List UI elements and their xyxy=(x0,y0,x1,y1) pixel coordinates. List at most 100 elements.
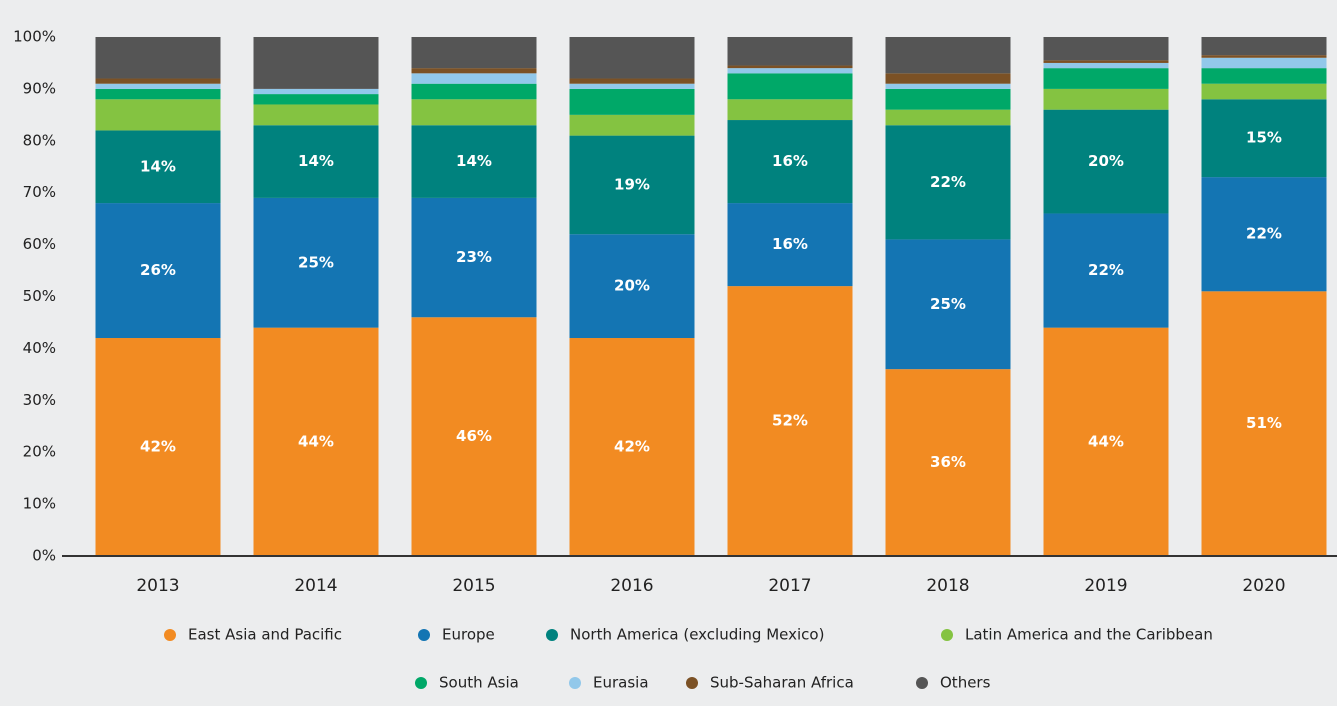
data-label: 26% xyxy=(140,261,176,279)
bar-segment xyxy=(569,78,695,84)
bar-segment xyxy=(95,99,221,131)
y-tick-label: 90% xyxy=(23,79,56,97)
y-tick-label: 0% xyxy=(32,547,56,565)
legend-marker xyxy=(916,677,928,689)
legend-label: East Asia and Pacific xyxy=(188,626,342,644)
data-label: 16% xyxy=(772,235,808,253)
data-label: 22% xyxy=(1246,225,1282,243)
legend-marker xyxy=(941,629,953,641)
bar-segment xyxy=(1201,177,1327,292)
legend-marker xyxy=(569,677,581,689)
x-tick-label: 2018 xyxy=(926,576,969,596)
bar-segment xyxy=(95,88,221,100)
bar-segment xyxy=(1201,99,1327,178)
y-tick-label: 20% xyxy=(23,443,56,461)
bar-segment xyxy=(95,203,221,339)
data-label: 19% xyxy=(614,175,650,193)
y-tick-label: 60% xyxy=(23,235,56,253)
bar-segment xyxy=(253,327,379,556)
x-tick-label: 2016 xyxy=(610,576,653,596)
bar-segment xyxy=(1043,327,1169,556)
data-label: 15% xyxy=(1246,129,1282,147)
bar-segment xyxy=(885,109,1011,126)
bar-segment xyxy=(1201,291,1327,556)
data-label: 22% xyxy=(930,173,966,191)
bar-segment xyxy=(95,78,221,84)
y-tick-label: 30% xyxy=(23,391,56,409)
x-tick-label: 2020 xyxy=(1242,576,1285,596)
x-tick-label: 2019 xyxy=(1084,576,1127,596)
data-label: 51% xyxy=(1246,414,1282,432)
x-tick-label: 2017 xyxy=(768,576,811,596)
legend-marker xyxy=(686,677,698,689)
bar-segment xyxy=(569,114,695,136)
legend-label: Others xyxy=(940,674,991,692)
bar-segment xyxy=(569,83,695,89)
y-tick-label: 80% xyxy=(23,131,56,149)
data-label: 22% xyxy=(1088,261,1124,279)
bar-segment xyxy=(727,99,853,121)
data-label: 20% xyxy=(1088,152,1124,170)
bar-segment xyxy=(95,338,221,556)
y-tick-label: 40% xyxy=(23,339,56,357)
data-label: 36% xyxy=(930,453,966,471)
bar-segment xyxy=(411,99,537,126)
legend-label: North America (excluding Mexico) xyxy=(570,626,824,644)
bar-segment xyxy=(1201,55,1327,58)
legend-label: South Asia xyxy=(439,674,519,692)
bar-segment xyxy=(885,125,1011,240)
data-label: 46% xyxy=(456,427,492,445)
bar-segment xyxy=(411,317,537,556)
y-tick-label: 100% xyxy=(13,28,56,46)
data-label: 14% xyxy=(140,157,176,175)
bar-segment xyxy=(411,197,537,318)
legend-label: Eurasia xyxy=(593,674,649,692)
x-tick-label: 2015 xyxy=(452,576,495,596)
y-tick-label: 10% xyxy=(23,495,56,513)
data-label: 25% xyxy=(930,295,966,313)
y-tick-label: 70% xyxy=(23,183,56,201)
bar-segment xyxy=(569,37,695,79)
bar-segment xyxy=(569,88,695,115)
bar-segment xyxy=(411,125,537,198)
data-label: 42% xyxy=(140,438,176,456)
bar-segment xyxy=(253,94,379,105)
bar-segment xyxy=(253,37,379,89)
bar-segment xyxy=(1043,62,1169,69)
bar-segment xyxy=(411,68,537,74)
bar-segment xyxy=(253,104,379,126)
bar-segment xyxy=(411,83,537,100)
bar-segment xyxy=(1201,37,1327,56)
data-label: 52% xyxy=(772,412,808,430)
data-label: 20% xyxy=(614,277,650,295)
bar-segment xyxy=(569,135,695,235)
x-tick-label: 2013 xyxy=(136,576,179,596)
bar-segment xyxy=(727,286,853,556)
bar-segment xyxy=(1043,68,1169,89)
data-label: 23% xyxy=(456,248,492,266)
bar-segment xyxy=(1043,60,1169,63)
bar-segment xyxy=(885,73,1011,84)
bar-segment xyxy=(727,73,853,100)
bar-segment xyxy=(569,338,695,556)
bar-segment xyxy=(885,83,1011,89)
data-label: 25% xyxy=(298,253,334,271)
bar-segment xyxy=(95,83,221,89)
bar-segment xyxy=(885,37,1011,74)
bar-segment xyxy=(1201,57,1327,69)
data-label: 42% xyxy=(614,438,650,456)
legend-marker xyxy=(546,629,558,641)
legend-label: Europe xyxy=(442,626,495,644)
bar-segment xyxy=(411,73,537,84)
bar-segment xyxy=(885,369,1011,556)
bar-segment xyxy=(1043,88,1169,110)
bar-segment xyxy=(1043,109,1169,214)
bar-segment xyxy=(727,68,853,74)
data-label: 44% xyxy=(1088,432,1124,450)
bar-segment xyxy=(411,37,537,69)
bar-segment xyxy=(95,130,221,204)
bar-segment xyxy=(727,203,853,287)
data-label: 14% xyxy=(456,152,492,170)
y-tick-label: 50% xyxy=(23,287,56,305)
